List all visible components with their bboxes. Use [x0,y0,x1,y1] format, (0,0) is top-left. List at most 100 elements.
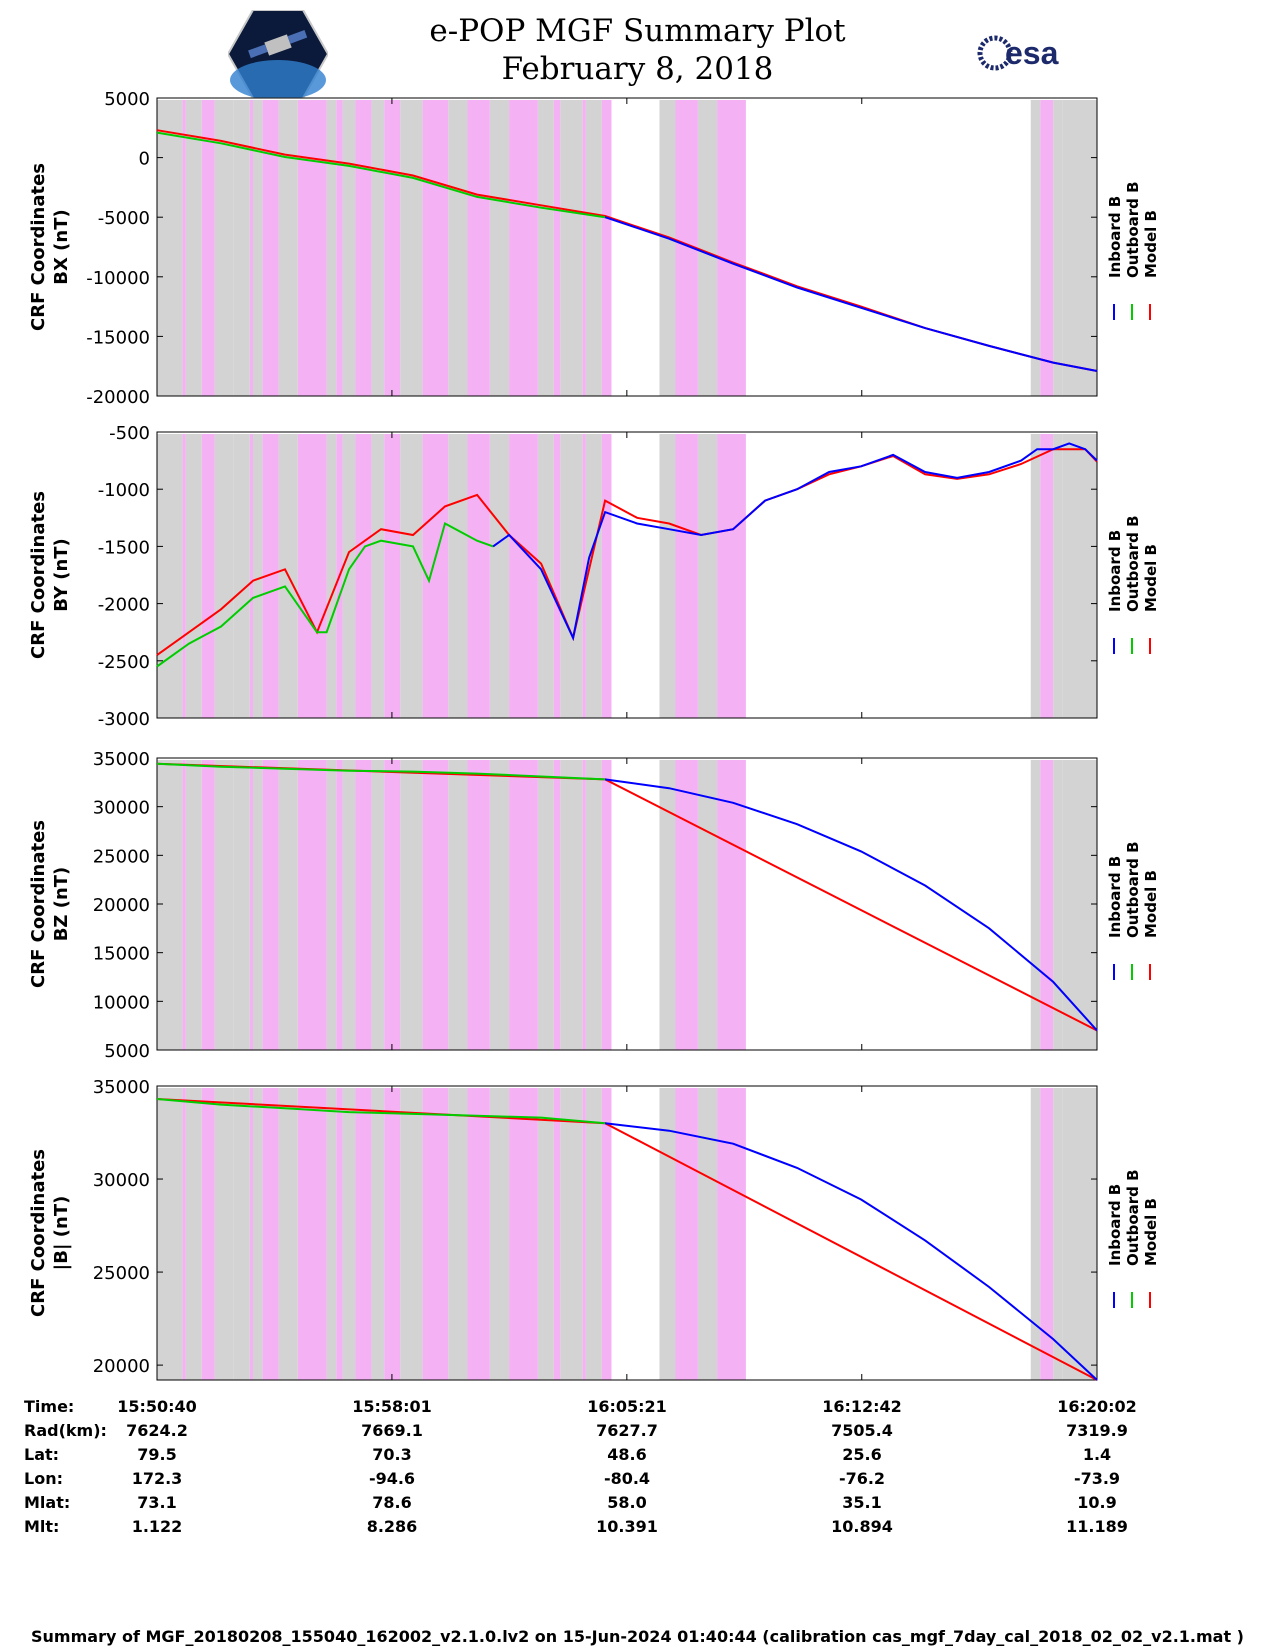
gray-band [371,100,385,396]
pink-band [422,1088,449,1380]
plot-date: February 8, 2018 [501,51,774,87]
pink-band [675,1088,698,1380]
pink-band [249,434,254,718]
pink-band [717,100,746,396]
pink-band [262,760,279,1050]
pink-band [675,434,698,718]
pink-band [262,100,279,396]
y-tick-label: 25000 [93,1263,150,1284]
gray-band [278,760,298,1050]
info-mlt-value: 10.391 [596,1517,658,1536]
gray-band [371,760,385,1050]
gray-band [489,1088,510,1380]
gray-band [560,434,583,718]
gray-band [659,100,676,396]
legend-label: Outboard B [1124,181,1142,278]
pink-band [384,100,401,396]
gray-band [326,1088,337,1380]
gray-band [1030,1088,1041,1380]
y-tick-label: -1000 [98,480,150,501]
pink-band [717,1088,746,1380]
y-tick-label: -15000 [86,327,150,348]
gray-band [253,760,263,1050]
gray-band [400,760,423,1050]
pink-band [182,434,186,718]
y-axis-label: |B| (nT) [51,1196,72,1271]
pink-band [509,434,538,718]
pink-band [582,760,586,1050]
legend-label: Model B [1142,544,1160,612]
gray-band [585,434,602,718]
gray-band [214,434,234,718]
pink-band [467,434,490,718]
gray-band [253,100,263,396]
series-line-outboard-b [156,131,606,219]
pink-band [355,100,372,396]
y-axis-label: BZ (nT) [51,867,72,942]
panel-1: 5000 0 -5000 -10000 -15000 -20000 CRF Coordina… [28,89,1160,408]
series-line-inboard-b [492,442,1098,642]
pink-band [675,100,698,396]
gray-band [659,760,676,1050]
pink-band [384,434,401,718]
y-tick-label: 20000 [93,895,150,916]
pink-band [182,760,186,1050]
panel-4: 35000 30000 25000 20000 CRF Coordinates |B| (… [28,1077,1160,1381]
pink-band [467,760,490,1050]
gray-band [326,100,337,396]
pink-band [355,760,372,1050]
y-axis-label: BX (nT) [51,209,72,284]
info-lon-value: -80.4 [603,1469,651,1488]
pink-band [182,1088,186,1380]
legend-label: Inboard B [1106,1184,1124,1266]
gray-band [489,100,510,396]
gray-band [185,760,202,1050]
legend-label: Outboard B [1124,1169,1142,1266]
y-tick-label: -500 [109,423,150,444]
gray-band [185,100,202,396]
label-mlat: Mlat: [24,1493,71,1512]
series-line-inboard-b [604,1122,1098,1381]
y-tick-label: 0 [139,149,150,170]
y-tick-label: -20000 [86,387,150,408]
pink-band [582,100,586,396]
y-axis-label: CRF Coordinates [28,491,49,659]
legend-label: Inboard B [1106,530,1124,612]
legend-label: Model B [1142,870,1160,938]
pink-band [553,100,561,396]
y-tick-label: 5000 [104,89,150,110]
legend-label: Inboard B [1106,856,1124,938]
gray-band [371,434,385,718]
pink-band [582,434,586,718]
pink-band [249,100,254,396]
pink-band [201,100,215,396]
gray-band [585,760,602,1050]
legend-label: Outboard B [1124,515,1142,612]
pink-band [336,1088,343,1380]
gray-band [185,1088,202,1380]
pink-band [355,434,372,718]
pink-band [201,760,215,1050]
gray-band [1062,1088,1097,1380]
y-tick-label: -3000 [98,709,150,730]
info-lon-value: 172.3 [131,1469,183,1488]
gray-band [585,100,602,396]
pink-band [422,100,449,396]
pink-band [509,100,538,396]
gray-band [659,434,676,718]
gray-band [157,1088,183,1380]
gray-band [233,434,250,718]
pink-band [601,1088,612,1380]
pink-band [467,1088,490,1380]
gray-band [489,434,510,718]
pink-band [601,434,612,718]
gray-band [1053,760,1063,1050]
pink-band [601,760,612,1050]
gray-band [278,100,298,396]
gray-band [448,1088,468,1380]
y-tick-label: 30000 [93,1170,150,1191]
pink-band [553,1088,561,1380]
info-lon-value: -94.6 [368,1469,416,1488]
pink-band [1040,100,1054,396]
y-axis-label: CRF Coordinates [28,820,49,988]
